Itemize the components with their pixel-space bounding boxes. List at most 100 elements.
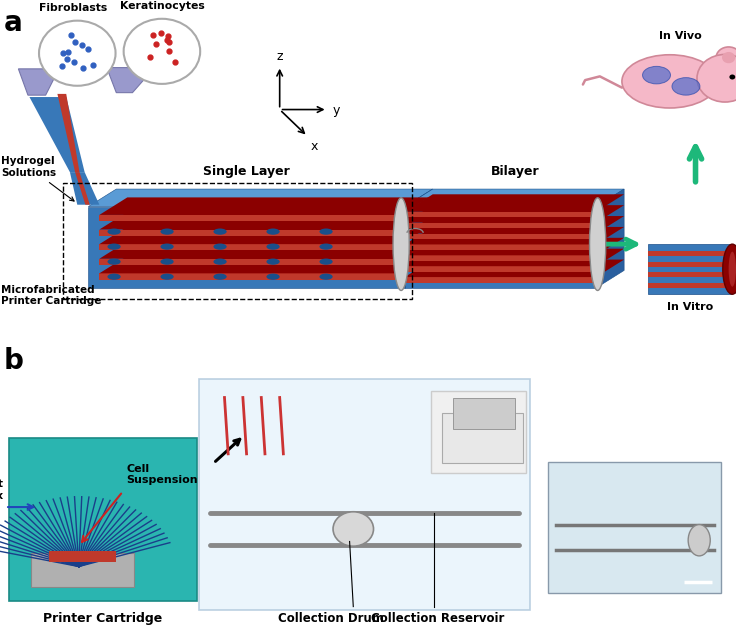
Polygon shape [405, 205, 624, 223]
Ellipse shape [213, 244, 227, 250]
Polygon shape [648, 244, 732, 294]
Polygon shape [88, 189, 433, 207]
Text: Hydrogel
Solutions: Hydrogel Solutions [1, 156, 74, 201]
Ellipse shape [266, 274, 280, 280]
Circle shape [722, 52, 735, 63]
Polygon shape [99, 274, 401, 280]
Ellipse shape [107, 259, 121, 265]
Text: a: a [4, 9, 22, 38]
Polygon shape [405, 249, 624, 266]
FancyBboxPatch shape [49, 551, 116, 562]
Polygon shape [99, 241, 429, 259]
Polygon shape [99, 215, 401, 221]
Polygon shape [405, 189, 433, 288]
FancyBboxPatch shape [453, 398, 515, 429]
Ellipse shape [672, 78, 700, 95]
Ellipse shape [213, 274, 227, 280]
Polygon shape [99, 197, 429, 215]
Polygon shape [648, 262, 732, 267]
Ellipse shape [643, 66, 670, 84]
Ellipse shape [160, 244, 174, 250]
Text: Cell
Suspension: Cell Suspension [127, 463, 198, 485]
Text: Single Layer: Single Layer [203, 165, 290, 178]
Text: Bilayer: Bilayer [491, 165, 539, 178]
Text: Keratinocytes: Keratinocytes [119, 1, 205, 11]
Text: Fibroblasts: Fibroblasts [40, 3, 107, 13]
Ellipse shape [319, 228, 333, 235]
Polygon shape [405, 277, 596, 283]
Text: Microfabricated
Printer Cartridge: Microfabricated Printer Cartridge [1, 285, 102, 307]
Ellipse shape [213, 228, 227, 235]
Ellipse shape [622, 55, 718, 108]
Circle shape [39, 21, 116, 86]
Polygon shape [99, 227, 429, 244]
FancyBboxPatch shape [548, 462, 721, 593]
Polygon shape [648, 272, 732, 277]
Polygon shape [405, 260, 624, 277]
Text: z: z [277, 49, 283, 63]
FancyBboxPatch shape [199, 379, 530, 610]
Polygon shape [99, 259, 401, 265]
Ellipse shape [319, 259, 333, 265]
FancyBboxPatch shape [442, 413, 523, 463]
Polygon shape [99, 212, 429, 230]
Polygon shape [405, 194, 624, 212]
Polygon shape [405, 212, 596, 217]
FancyBboxPatch shape [31, 553, 134, 587]
Polygon shape [405, 266, 596, 272]
Polygon shape [18, 69, 59, 95]
Circle shape [124, 19, 200, 84]
Ellipse shape [319, 244, 333, 250]
Ellipse shape [590, 198, 606, 290]
Circle shape [729, 74, 735, 80]
Ellipse shape [160, 259, 174, 265]
FancyBboxPatch shape [431, 391, 526, 473]
Polygon shape [405, 244, 596, 250]
Text: Printer Cartridge: Printer Cartridge [43, 612, 163, 625]
FancyBboxPatch shape [9, 438, 197, 601]
Polygon shape [88, 207, 405, 288]
Polygon shape [405, 255, 596, 261]
Ellipse shape [319, 274, 333, 280]
Ellipse shape [107, 244, 121, 250]
Ellipse shape [266, 228, 280, 235]
Text: x: x [311, 140, 318, 153]
Polygon shape [107, 68, 155, 93]
Ellipse shape [160, 274, 174, 280]
Polygon shape [70, 172, 99, 205]
Polygon shape [75, 172, 90, 205]
Polygon shape [405, 223, 596, 228]
Polygon shape [405, 238, 624, 255]
Circle shape [697, 54, 736, 102]
Ellipse shape [393, 198, 409, 290]
Text: y: y [333, 105, 340, 117]
Ellipse shape [333, 511, 374, 546]
Text: Support
Matrix: Support Matrix [0, 479, 3, 501]
Polygon shape [99, 256, 429, 274]
Polygon shape [405, 189, 624, 207]
Polygon shape [405, 233, 596, 239]
Circle shape [716, 47, 736, 68]
Polygon shape [29, 97, 85, 172]
Text: In Vitro: In Vitro [667, 302, 713, 312]
Ellipse shape [729, 252, 736, 287]
Ellipse shape [266, 244, 280, 250]
Ellipse shape [723, 244, 736, 294]
Text: In Vivo: In Vivo [659, 31, 702, 41]
Text: Collection Drum: Collection Drum [278, 612, 384, 625]
Polygon shape [648, 251, 732, 256]
Polygon shape [648, 283, 732, 288]
Text: Collection Reservoir: Collection Reservoir [371, 612, 505, 625]
Polygon shape [405, 216, 624, 233]
Polygon shape [405, 227, 624, 244]
Ellipse shape [213, 259, 227, 265]
Text: b: b [4, 347, 24, 376]
Ellipse shape [266, 259, 280, 265]
Ellipse shape [107, 274, 121, 280]
Ellipse shape [160, 228, 174, 235]
Polygon shape [99, 230, 401, 236]
Polygon shape [405, 207, 596, 288]
Polygon shape [99, 244, 401, 250]
Ellipse shape [107, 228, 121, 235]
Polygon shape [596, 189, 624, 288]
